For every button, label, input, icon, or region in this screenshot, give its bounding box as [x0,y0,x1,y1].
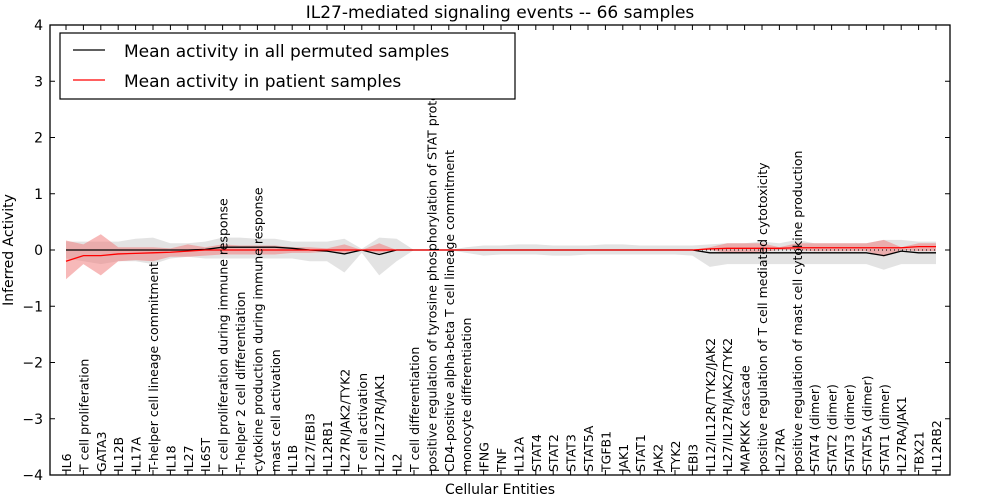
x-tick-label: JAK2 [651,444,666,473]
x-axis-label: Cellular Entities [445,482,555,498]
x-tick-label: IFNG [477,442,492,472]
y-axis: −4 −3 −2 −1 0 1 2 3 4 [22,18,950,484]
legend-label-permuted: Mean activity in all permuted samples [124,42,449,62]
x-tick-label: STAT2 (dimer) [825,384,840,472]
x-tick-label: positive regulation of tyrosine phosphor… [424,82,439,472]
x-tick-label: TYK2 [668,441,683,473]
x-tick-label: IL12/IL12R/TYK2/JAK2 [703,338,718,472]
x-tick-label: monocyte differentiation [459,318,474,472]
x-tick-label: STAT2 [546,434,561,472]
x-axis: IL6 T cell proliferation GATA3 IL12B IL17A T-… [59,25,944,475]
x-tick-label: MAPKKK cascade [738,365,753,472]
bands-layer [66,234,936,280]
x-tick-label: TGFB1 [598,431,613,473]
x-tick-label: IL2 [390,453,405,472]
x-tick-label: STAT1 [633,434,648,472]
x-tick-label: IL27RA [772,428,787,472]
y-tick-label: 3 [34,74,43,90]
x-tick-label: T cell differentiation [407,347,422,473]
y-tick-label: 4 [34,18,43,34]
y-tick-label: −3 [22,412,43,428]
x-tick-label: CD4-positive alpha-beta T cell lineage c… [442,150,457,472]
y-axis-label: Inferred Activity [1,194,17,306]
x-tick-label: STAT4 (dimer) [807,384,822,472]
patient-band [66,234,936,280]
x-tick-label: GATA3 [94,432,109,472]
x-tick-label: IL27/EBI3 [303,413,318,472]
y-tick-label: 2 [34,131,43,147]
x-tick-label: T cell proliferation [76,359,91,473]
y-tick-label: −2 [22,356,43,372]
x-tick-label: IL27/IL27R/JAK1 [372,374,387,472]
x-tick-label: IL27/IL27R/JAK2/TYK2 [720,338,735,472]
lines-layer [65,245,937,262]
legend-label-patient: Mean activity in patient samples [124,72,401,92]
x-tick-label: IL12A [511,436,526,472]
x-tick-label: STAT5A (dimer) [859,376,874,472]
x-tick-label: T cell proliferation during immune respo… [216,198,231,473]
x-tick-label: STAT5A [581,425,596,472]
x-tick-label: STAT4 [529,434,544,472]
chart-title: IL27-mediated signaling events -- 66 sam… [306,3,695,23]
x-tick-label: IL1B [285,445,300,472]
y-tick-label: −1 [22,299,43,315]
x-tick-label: IL12B [111,437,126,472]
x-tick-label: positive regulation of T cell mediated c… [755,162,770,472]
x-tick-label: IL6 [59,453,74,472]
x-tick-label: TNF [494,448,509,473]
x-tick-label: STAT1 (dimer) [877,384,892,472]
x-tick-label: IL12RB1 [320,420,335,472]
x-tick-label: IL12RB2 [929,420,944,472]
x-tick-label: TBX21 [912,431,927,473]
x-tick-label: STAT3 (dimer) [842,384,857,472]
x-tick-label: EBI3 [685,444,700,472]
x-tick-label: STAT3 [564,434,579,472]
x-tick-label: IL18 [163,445,178,472]
x-tick-label: IL27 [181,445,196,472]
x-tick-label: JAK1 [616,444,631,473]
y-tick-label: 1 [34,187,43,203]
x-tick-label: mast cell activation [268,349,283,472]
x-tick-label: T cell activation [355,373,370,473]
y-tick-label: −4 [22,468,43,484]
x-tick-label: IL27R/JAK2/TYK2 [337,369,352,472]
x-tick-label: IL17A [129,436,144,472]
legend: Mean activity in all permuted samples Me… [59,32,516,100]
x-tick-label: positive regulation of mast cell cytokin… [790,151,805,472]
x-tick-label: T-helper 2 cell differentiation [233,292,248,473]
x-tick-label: IL27RA/JAK1 [894,396,909,472]
x-tick-label: cytokine production during immune respon… [250,187,265,472]
y-tick-label: 0 [34,243,43,259]
legend-box [59,32,516,100]
x-tick-label: T-helper cell lineage commitment [146,262,161,473]
x-tick-label: IL6ST [198,437,213,472]
